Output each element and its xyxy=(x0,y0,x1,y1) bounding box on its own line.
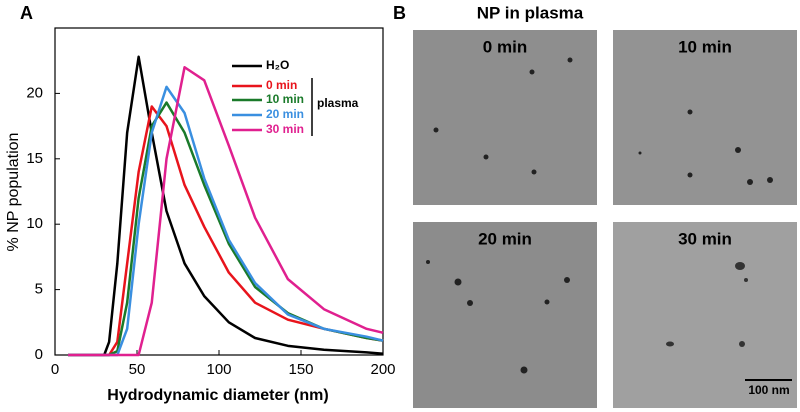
x-tick-label: 50 xyxy=(129,361,146,378)
legend-label: 20 min xyxy=(266,107,304,121)
series-line xyxy=(68,55,384,357)
panel-label: B xyxy=(393,3,406,23)
y-tick-label: 20 xyxy=(26,84,43,101)
y-tick-label: 15 xyxy=(26,150,43,167)
y-axis-title: % NP population xyxy=(5,133,22,252)
panel-label: A xyxy=(20,3,33,23)
legend-label: 10 min xyxy=(266,92,304,106)
legend-label: H₂O xyxy=(266,58,289,72)
micrograph: 20 min xyxy=(413,222,597,408)
y-tick-label: 10 xyxy=(26,215,43,232)
x-tick-label: 150 xyxy=(288,361,313,378)
legend-label: 30 min xyxy=(266,122,304,136)
x-axis-title: Hydrodynamic diameter (nm) xyxy=(107,387,328,404)
scale-bar-label: 100 nm xyxy=(748,383,789,397)
micrograph: 0 min xyxy=(413,30,597,205)
micrograph-label: 0 min xyxy=(483,37,527,56)
x-tick-label: 100 xyxy=(206,361,231,378)
plot-frame xyxy=(54,27,384,356)
x-tick-label: 0 xyxy=(51,361,59,378)
micrograph-label: 10 min xyxy=(678,37,732,56)
micrograph-label: 30 min xyxy=(678,229,732,248)
micrograph: 10 min xyxy=(613,30,797,205)
y-tick-label: 0 xyxy=(35,346,43,363)
y-tick-label: 5 xyxy=(35,281,43,298)
series-line xyxy=(68,65,384,357)
micrograph: 30 min 100 nm xyxy=(613,222,797,408)
legend-label: 0 min xyxy=(266,78,297,92)
x-tick-label: 200 xyxy=(370,361,395,378)
legend-group-label: plasma xyxy=(317,96,359,110)
micrograph-label: 20 min xyxy=(478,229,532,248)
micrograph-title: NP in plasma xyxy=(477,3,584,22)
